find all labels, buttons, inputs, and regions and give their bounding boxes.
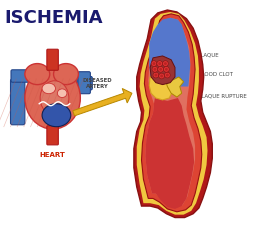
Circle shape	[157, 66, 163, 72]
Ellipse shape	[53, 64, 78, 85]
FancyBboxPatch shape	[76, 77, 92, 90]
Circle shape	[163, 62, 166, 65]
Polygon shape	[145, 98, 193, 209]
Polygon shape	[150, 56, 174, 85]
Circle shape	[165, 74, 168, 77]
Polygon shape	[165, 74, 183, 97]
Text: PLAQUE: PLAQUE	[169, 53, 219, 80]
Text: BLOOD CLOT: BLOOD CLOT	[174, 71, 232, 77]
Text: DISEASED
ARTERY: DISEASED ARTERY	[82, 78, 112, 89]
Ellipse shape	[25, 64, 50, 85]
Circle shape	[151, 66, 157, 72]
Polygon shape	[136, 12, 207, 215]
Polygon shape	[72, 89, 132, 116]
Circle shape	[158, 62, 161, 65]
FancyBboxPatch shape	[47, 126, 58, 145]
Circle shape	[158, 73, 164, 79]
Circle shape	[151, 61, 156, 66]
FancyBboxPatch shape	[11, 70, 35, 82]
Polygon shape	[141, 14, 201, 212]
Text: HEART: HEART	[40, 151, 65, 157]
Circle shape	[153, 68, 156, 71]
Circle shape	[152, 62, 155, 65]
FancyBboxPatch shape	[47, 49, 58, 70]
FancyBboxPatch shape	[78, 72, 90, 94]
Ellipse shape	[57, 89, 67, 97]
Polygon shape	[149, 18, 189, 87]
Ellipse shape	[42, 104, 71, 127]
Circle shape	[158, 68, 162, 71]
Text: PLAQUE RUPTURE: PLAQUE RUPTURE	[179, 89, 246, 99]
Circle shape	[154, 74, 157, 77]
Circle shape	[164, 68, 167, 71]
Polygon shape	[133, 10, 212, 217]
Circle shape	[156, 61, 162, 66]
Circle shape	[162, 61, 168, 66]
Ellipse shape	[42, 83, 55, 94]
Text: ISCHEMIA: ISCHEMIA	[5, 9, 103, 27]
Circle shape	[152, 72, 158, 78]
Polygon shape	[145, 18, 194, 208]
FancyBboxPatch shape	[10, 79, 25, 125]
Circle shape	[163, 66, 169, 72]
Circle shape	[164, 72, 170, 78]
Circle shape	[160, 75, 162, 78]
Ellipse shape	[25, 67, 80, 129]
Polygon shape	[149, 73, 171, 100]
Ellipse shape	[40, 81, 69, 115]
Text: BLOOD FLOW: BLOOD FLOW	[151, 149, 187, 163]
